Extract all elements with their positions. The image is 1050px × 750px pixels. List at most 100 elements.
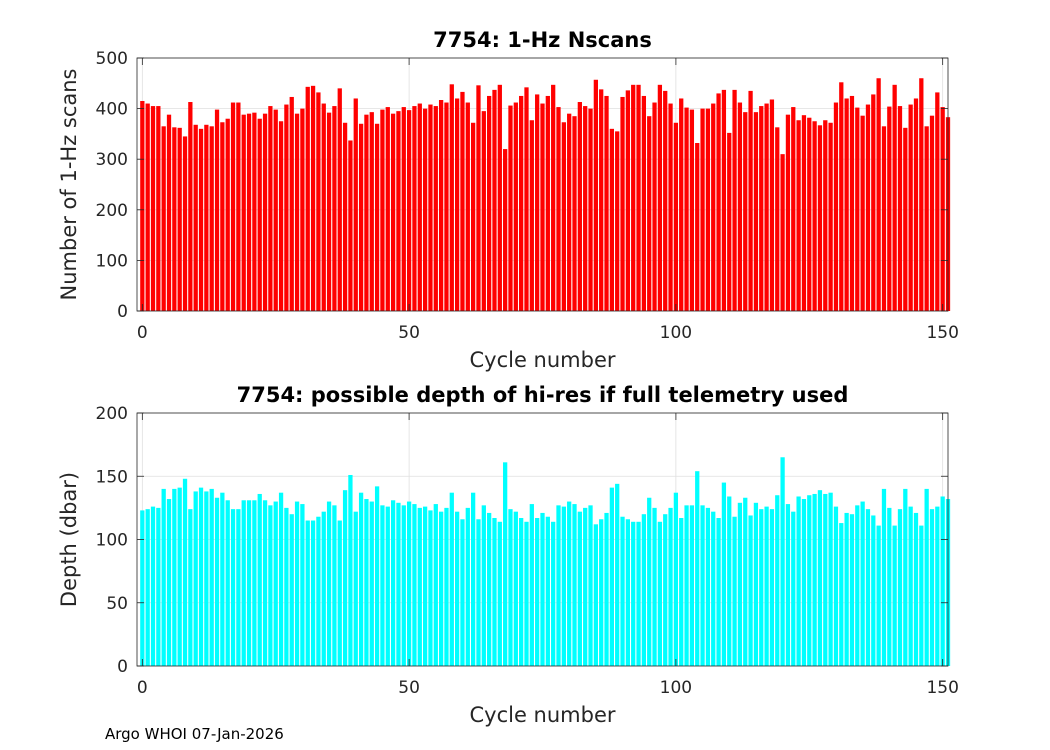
nscans-bars bbox=[140, 78, 951, 312]
nscans-bar bbox=[689, 109, 695, 311]
nscans-bar bbox=[764, 103, 769, 311]
nscans-bar bbox=[887, 106, 892, 311]
nscans-ylabel: Number of 1-Hz scans bbox=[57, 69, 81, 301]
nscans-bar bbox=[839, 82, 844, 311]
depth-ytick-label: 100 bbox=[96, 531, 128, 551]
depth-bar bbox=[193, 491, 198, 666]
depth-bar bbox=[657, 521, 663, 666]
nscans-bar bbox=[326, 112, 332, 312]
depth-bar bbox=[929, 509, 935, 666]
nscans-ytick-label: 200 bbox=[96, 201, 128, 221]
depth-xlabel: Cycle number bbox=[469, 703, 615, 727]
depth-bar bbox=[897, 509, 903, 666]
nscans-bar bbox=[871, 94, 876, 312]
depth-bar bbox=[753, 502, 759, 666]
depth-bar bbox=[705, 507, 711, 667]
nscans-bar bbox=[150, 106, 156, 311]
nscans-bar bbox=[828, 122, 833, 312]
depth-bar bbox=[198, 487, 204, 666]
nscans-bar bbox=[374, 123, 380, 311]
nscans-bar bbox=[593, 79, 598, 311]
depth-bar bbox=[257, 493, 262, 666]
nscans-bar bbox=[711, 103, 716, 311]
depth-bar bbox=[556, 505, 561, 666]
depth-bar bbox=[140, 510, 145, 666]
nscans-bar bbox=[716, 93, 721, 311]
depth-bar bbox=[358, 492, 364, 666]
depth-bar bbox=[209, 488, 214, 666]
nscans-bar bbox=[348, 140, 353, 311]
nscans-bar bbox=[145, 103, 150, 311]
nscans-bar bbox=[140, 101, 145, 311]
nscans-bar bbox=[876, 78, 881, 312]
depth-bar bbox=[353, 511, 358, 666]
nscans-bar bbox=[422, 108, 428, 311]
nscans-bar bbox=[897, 106, 903, 311]
depth-bar bbox=[471, 492, 476, 666]
nscans-bar bbox=[156, 106, 161, 311]
depth-bar bbox=[583, 507, 588, 667]
depth-bar bbox=[150, 506, 156, 666]
depth-bar bbox=[871, 515, 876, 666]
depth-bar bbox=[668, 507, 673, 667]
nscans-bar bbox=[679, 98, 684, 311]
depth-bar bbox=[913, 512, 919, 666]
nscans-bar bbox=[860, 115, 865, 312]
depth-bar bbox=[876, 525, 881, 666]
depth-bar bbox=[524, 521, 529, 666]
depth-bar bbox=[401, 505, 406, 666]
nscans-bar bbox=[406, 110, 412, 312]
depth-bar bbox=[492, 518, 497, 666]
nscans-bar bbox=[487, 95, 492, 311]
depth-xtick-label: 150 bbox=[926, 678, 958, 698]
nscans-bar bbox=[433, 106, 438, 311]
depth-bar bbox=[796, 496, 801, 666]
nscans-bar bbox=[823, 120, 828, 312]
depth-bar bbox=[364, 499, 369, 666]
nscans-bar bbox=[636, 84, 641, 311]
nscans-bar bbox=[631, 84, 636, 311]
depth-ylabel: Depth (dbar) bbox=[57, 472, 81, 607]
depth-bar bbox=[369, 501, 374, 666]
depth-bar bbox=[737, 502, 743, 666]
depth-bar bbox=[481, 505, 486, 666]
depth-bar bbox=[172, 488, 177, 666]
nscans-bar bbox=[748, 90, 753, 311]
depth-bar bbox=[177, 487, 182, 666]
depth-bar bbox=[647, 497, 652, 666]
nscans-bar bbox=[401, 107, 406, 311]
depth-bar bbox=[855, 505, 860, 666]
depth-bar bbox=[310, 520, 316, 666]
nscans-bar bbox=[278, 121, 284, 311]
depth-bar bbox=[487, 512, 492, 666]
depth-ytick-label: 150 bbox=[96, 467, 128, 487]
nscans-bar bbox=[567, 113, 572, 311]
nscans-bar bbox=[455, 98, 460, 311]
nscans-bar bbox=[775, 127, 780, 311]
nscans-bar bbox=[620, 96, 625, 312]
nscans-axes-box bbox=[136, 57, 949, 312]
nscans-bar bbox=[310, 85, 316, 311]
depth-bar bbox=[422, 506, 428, 666]
depth-bar bbox=[332, 505, 337, 666]
nscans-bar bbox=[769, 99, 775, 312]
nscans-bar bbox=[369, 112, 374, 311]
depth-bar bbox=[455, 511, 460, 666]
nscans-bar bbox=[225, 118, 230, 311]
nscans-bar bbox=[929, 115, 935, 312]
depth-bar bbox=[508, 509, 513, 666]
nscans-bar bbox=[919, 78, 924, 312]
depth-bar bbox=[513, 511, 518, 666]
depth-bar bbox=[892, 525, 897, 666]
depth-bar bbox=[230, 509, 236, 666]
nscans-bar bbox=[268, 106, 273, 311]
nscans-bar bbox=[812, 121, 817, 311]
nscans-bar bbox=[615, 131, 620, 311]
depth-bar bbox=[780, 457, 785, 666]
nscans-bar bbox=[460, 91, 465, 312]
nscans-axes: 0 50 100 150 0 100 200 300 400 500 7754: 1-Hz Nsc… bbox=[57, 28, 959, 372]
nscans-bar bbox=[833, 102, 839, 311]
depth-bar bbox=[449, 492, 454, 666]
depth-bar bbox=[545, 516, 550, 666]
